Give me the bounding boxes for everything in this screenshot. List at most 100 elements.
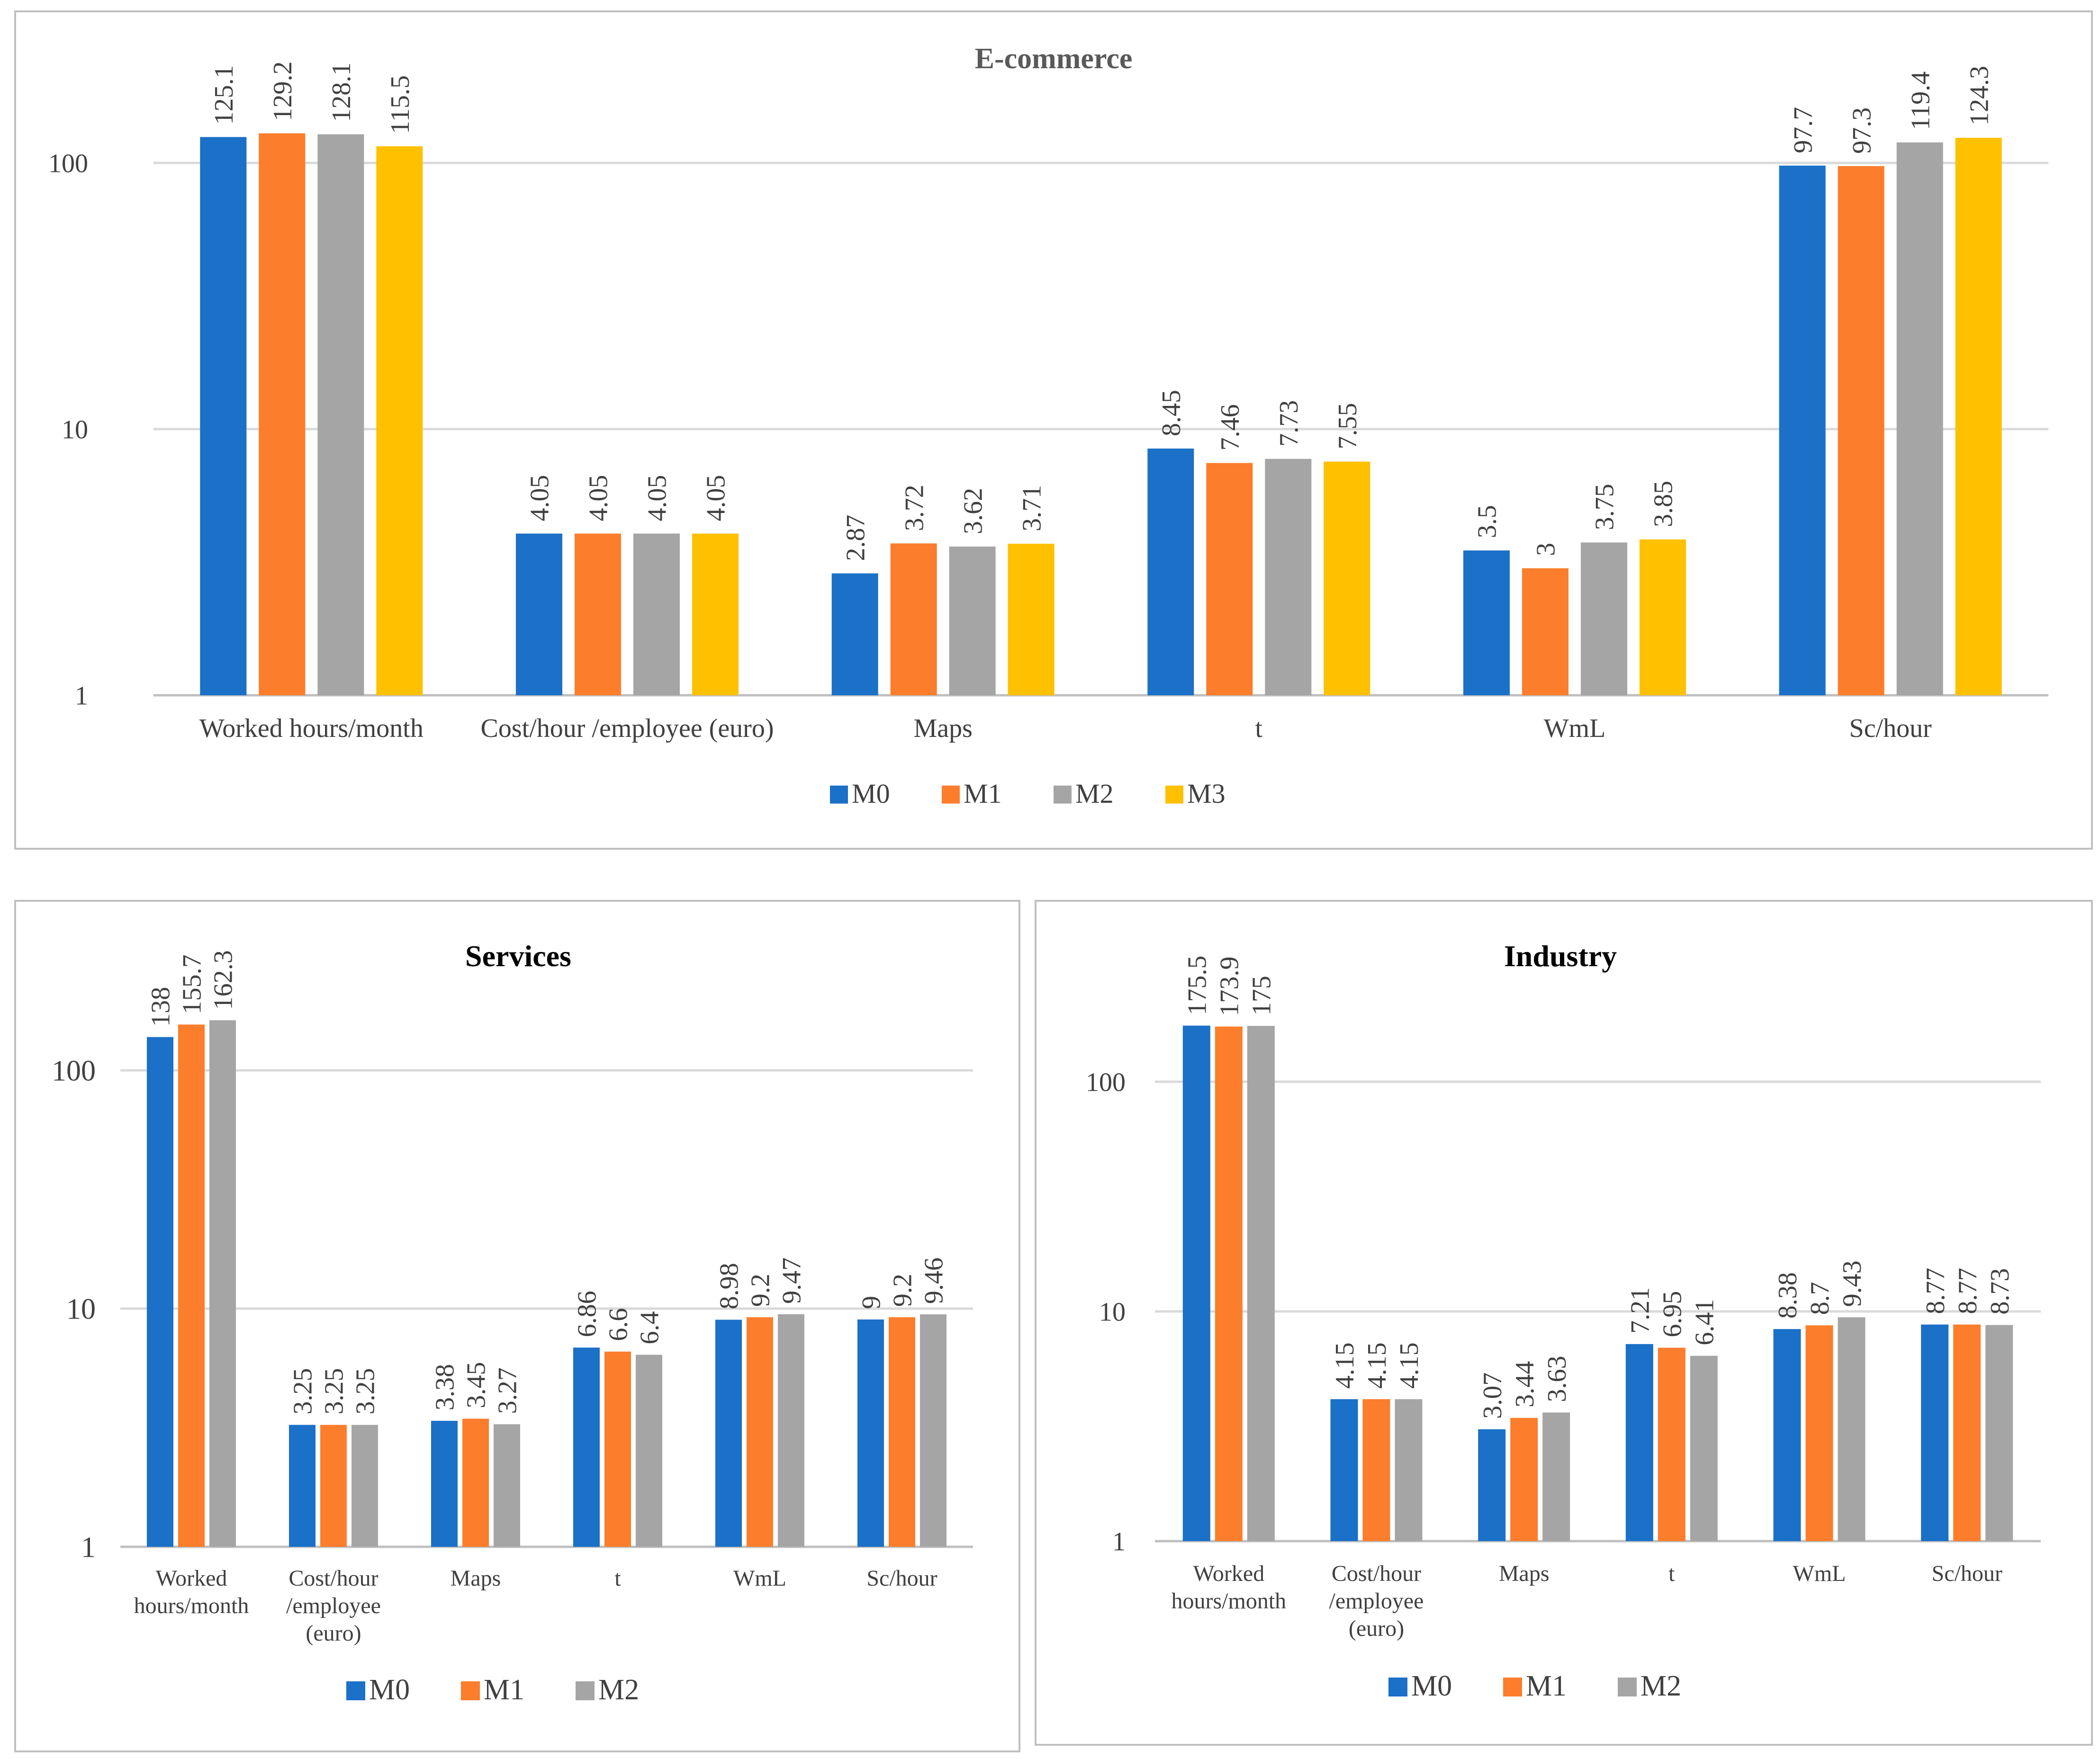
x-tick-label: WmL	[1544, 714, 1606, 743]
bar-m2	[1581, 542, 1627, 695]
x-tick-label: Sc/hour	[866, 1566, 937, 1591]
data-label: 124.3	[1965, 66, 1994, 126]
bar-m2	[636, 1355, 662, 1547]
x-tick-label: Sc/hour	[1932, 1561, 2002, 1586]
data-label: 4.05	[584, 475, 613, 521]
chart-title: E-commerce	[975, 43, 1133, 75]
data-label: 97.3	[1847, 108, 1876, 154]
data-label: 9.46	[919, 1257, 949, 1304]
data-label: 6.86	[573, 1291, 602, 1337]
bar-m2	[1985, 1325, 2013, 1541]
bar-m2	[1247, 1026, 1275, 1541]
bar-m1	[259, 133, 306, 695]
data-label: 9.2	[746, 1274, 775, 1307]
x-tick-label: t	[1668, 1561, 1675, 1586]
bar-m2	[949, 547, 996, 695]
bar-m0	[715, 1319, 742, 1547]
data-label: 119.4	[1906, 72, 1935, 130]
data-label: 4.05	[702, 475, 731, 521]
legend-label-m0: M0	[1411, 1670, 1452, 1702]
data-label: 6.4	[635, 1311, 665, 1344]
legend-swatch-m1	[461, 1681, 480, 1700]
data-label: 8.73	[1985, 1268, 2015, 1315]
data-label: 7.73	[1274, 400, 1304, 447]
legend-label-m2: M2	[1075, 778, 1114, 809]
bar-m2	[1838, 1317, 1866, 1541]
bar-m1	[1362, 1399, 1390, 1541]
bar-m1	[1522, 568, 1568, 695]
x-tick-label: Cost/hour /employee (euro)	[481, 714, 774, 743]
bar-m0	[857, 1319, 884, 1547]
data-label: 3.25	[351, 1368, 380, 1415]
bar-m2	[778, 1314, 804, 1547]
data-label: 6.41	[1690, 1299, 1719, 1346]
data-label: 4.05	[643, 475, 672, 521]
data-label: 173.9	[1215, 956, 1244, 1016]
bar-m1	[1838, 166, 1884, 696]
data-label: 175	[1247, 976, 1276, 1015]
data-label: 7.55	[1333, 403, 1362, 449]
data-label: 6.6	[604, 1308, 633, 1341]
data-label: 9	[857, 1296, 886, 1309]
industry-chart: Industry 1 10 100 175.5 173.9 175 Worked hours/m…	[1086, 939, 2041, 1702]
bar-m0	[431, 1420, 458, 1547]
industry-chart-panel: Industry 1 10 100 175.5 173.9 175 Worked hours/m…	[1035, 900, 2093, 1746]
y-tick-label: 100	[48, 149, 88, 179]
bar-m1	[604, 1351, 631, 1547]
data-label: 3.27	[493, 1367, 523, 1414]
bar-m2	[317, 134, 364, 696]
data-label: 3.71	[1017, 485, 1046, 531]
bar-m0	[1182, 1025, 1210, 1541]
y-tick-label: 100	[1086, 1068, 1126, 1097]
x-tick-label: Maps	[913, 714, 972, 743]
x-tick-label: Cost/hour/employee (euro)	[286, 1566, 381, 1646]
data-label: 3.44	[1510, 1361, 1540, 1408]
data-label: 3.07	[1478, 1373, 1507, 1419]
data-label: 3.25	[320, 1368, 349, 1415]
legend-label-m0: M0	[852, 778, 890, 809]
chart-title: Industry	[1504, 939, 1617, 973]
data-label: 7.46	[1216, 404, 1245, 451]
data-label: 8.77	[1921, 1268, 1950, 1314]
data-label: 8.45	[1157, 390, 1186, 436]
bar-m1	[1658, 1347, 1685, 1541]
bar-m3	[1008, 544, 1055, 695]
x-tick-label: t	[1255, 714, 1263, 743]
legend-swatch-m1	[1503, 1678, 1522, 1696]
x-tick-label: t	[614, 1566, 621, 1591]
data-label: 3.62	[958, 488, 988, 534]
data-label: 4.15	[1362, 1342, 1392, 1389]
x-tick-label: Cost/hour/employee (euro)	[1329, 1561, 1424, 1641]
bar-m0	[1478, 1429, 1506, 1541]
bar-m1	[178, 1024, 205, 1547]
bar-m2	[1690, 1355, 1718, 1541]
data-label: 97.7	[1788, 107, 1818, 153]
bar-m2	[1265, 458, 1312, 695]
data-label: 2.87	[841, 515, 870, 561]
x-tick-label: Worked hours/month	[1171, 1561, 1286, 1614]
bar-m2	[1542, 1412, 1570, 1541]
data-label: 9.47	[777, 1257, 807, 1304]
bar-m3	[1640, 539, 1686, 695]
data-label: 8.98	[715, 1263, 744, 1310]
data-label: 115.5	[386, 75, 415, 134]
bar-m0	[289, 1425, 315, 1547]
bar-m0	[1330, 1399, 1358, 1541]
legend-label-m2: M2	[598, 1674, 639, 1706]
legend-swatch-m3	[1165, 785, 1183, 804]
data-label: 6.95	[1658, 1291, 1687, 1337]
bar-m0	[1779, 165, 1826, 696]
bar-m2	[209, 1020, 236, 1547]
bar-m0	[1773, 1329, 1801, 1541]
data-label: 155.7	[178, 954, 207, 1014]
bar-m1	[1215, 1026, 1243, 1541]
bar-m3	[692, 533, 739, 695]
bar-m2	[494, 1424, 520, 1547]
x-tick-label: WmL	[1793, 1561, 1846, 1586]
legend-label-m1: M1	[484, 1674, 524, 1706]
data-label: 128.1	[327, 63, 356, 122]
data-label: 138	[146, 987, 176, 1027]
bar-m0	[573, 1347, 600, 1547]
bar-m3	[376, 146, 423, 696]
legend-label-m1: M1	[1526, 1670, 1567, 1702]
